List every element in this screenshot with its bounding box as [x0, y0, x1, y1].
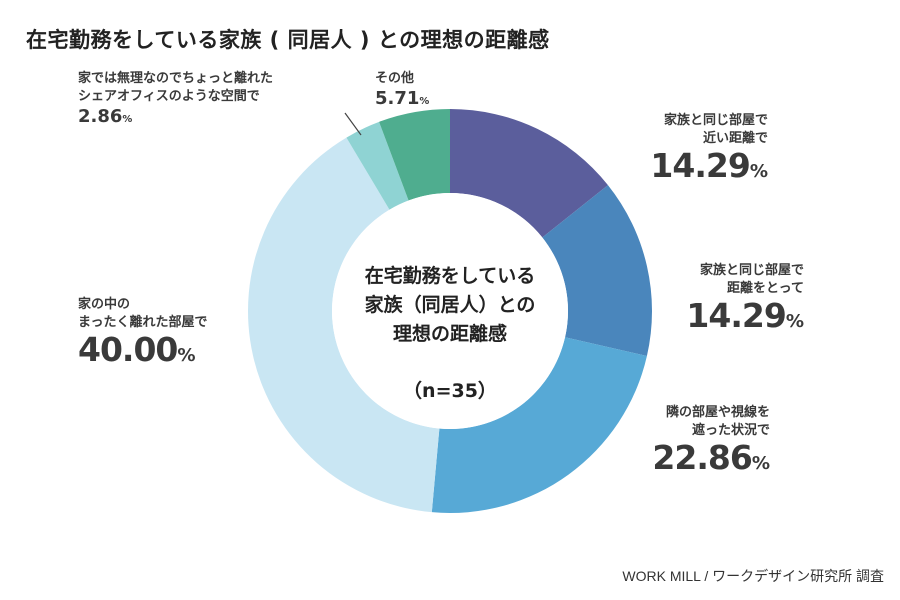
donut-slice-4 [248, 137, 440, 513]
slice-label-line: 家族と同じ部屋で [663, 113, 768, 128]
slice-label-line: 近い距離で [702, 131, 768, 146]
donut-slice-5 [346, 121, 409, 210]
slice-label-same-room-distance: 家族と同じ部屋で 距離をとって 14.29% [686, 262, 804, 340]
slice-value: 14.29% [686, 296, 804, 335]
chart-title: 在宅勤務をしている家族 ( 同居人 ) との理想の距離感 [26, 28, 550, 52]
slice-label-next-room: 隣の部屋や視線を 遮った状況で 22.86% [652, 404, 770, 482]
slice-label-other: その他 5.71% [375, 70, 429, 113]
slice-label-line: まったく離れた部屋で [78, 315, 208, 330]
slice-label-line: 遮った状況で [691, 423, 770, 438]
slice-label-line: その他 [375, 71, 415, 86]
slice-label-line: 家の中の [78, 297, 131, 312]
center-line-3: 理想の距離感 [392, 323, 507, 345]
center-line-1: 在宅勤務をしている [364, 265, 536, 287]
slice-label-line: 隣の部屋や視線を [665, 405, 770, 420]
slice-label-same-room-near: 家族と同じ部屋で 近い距離で 14.29% [650, 112, 768, 190]
slice-label-line: シェアオフィスのような空間で [78, 89, 260, 104]
donut-slice-6 [379, 109, 450, 201]
slice-label-line: 家族と同じ部屋で [699, 263, 804, 278]
center-line-2: 家族（同居人）との [364, 294, 536, 316]
slice-value: 14.29% [650, 146, 768, 185]
sample-size: （n=35） [403, 380, 497, 402]
slice-value: 2.86% [78, 106, 133, 127]
slice-label-share-office: 家では無理なのでちょっと離れた シェアオフィスのような空間で 2.86% [78, 70, 273, 131]
slice-label-line: 家では無理なのでちょっと離れた [78, 71, 274, 86]
center-label: 在宅勤務をしている 家族（同居人）との 理想の距離感 [340, 262, 560, 349]
donut-slice-1 [450, 109, 608, 238]
slice-label-line: 距離をとって [727, 281, 804, 296]
slice-label-separate-room: 家の中の まったく離れた部屋で 40.00% [78, 296, 207, 374]
donut-hole [332, 193, 568, 429]
donut-slice-2 [542, 185, 653, 357]
source-credit: WORK MILL / ワークデザイン研究所 調査 [622, 568, 884, 584]
slice-value: 22.86% [652, 438, 770, 477]
leader-line [344, 112, 362, 136]
slice-value: 5.71% [375, 88, 430, 109]
donut-slice-3 [431, 337, 647, 513]
slice-value: 40.00% [78, 330, 196, 369]
